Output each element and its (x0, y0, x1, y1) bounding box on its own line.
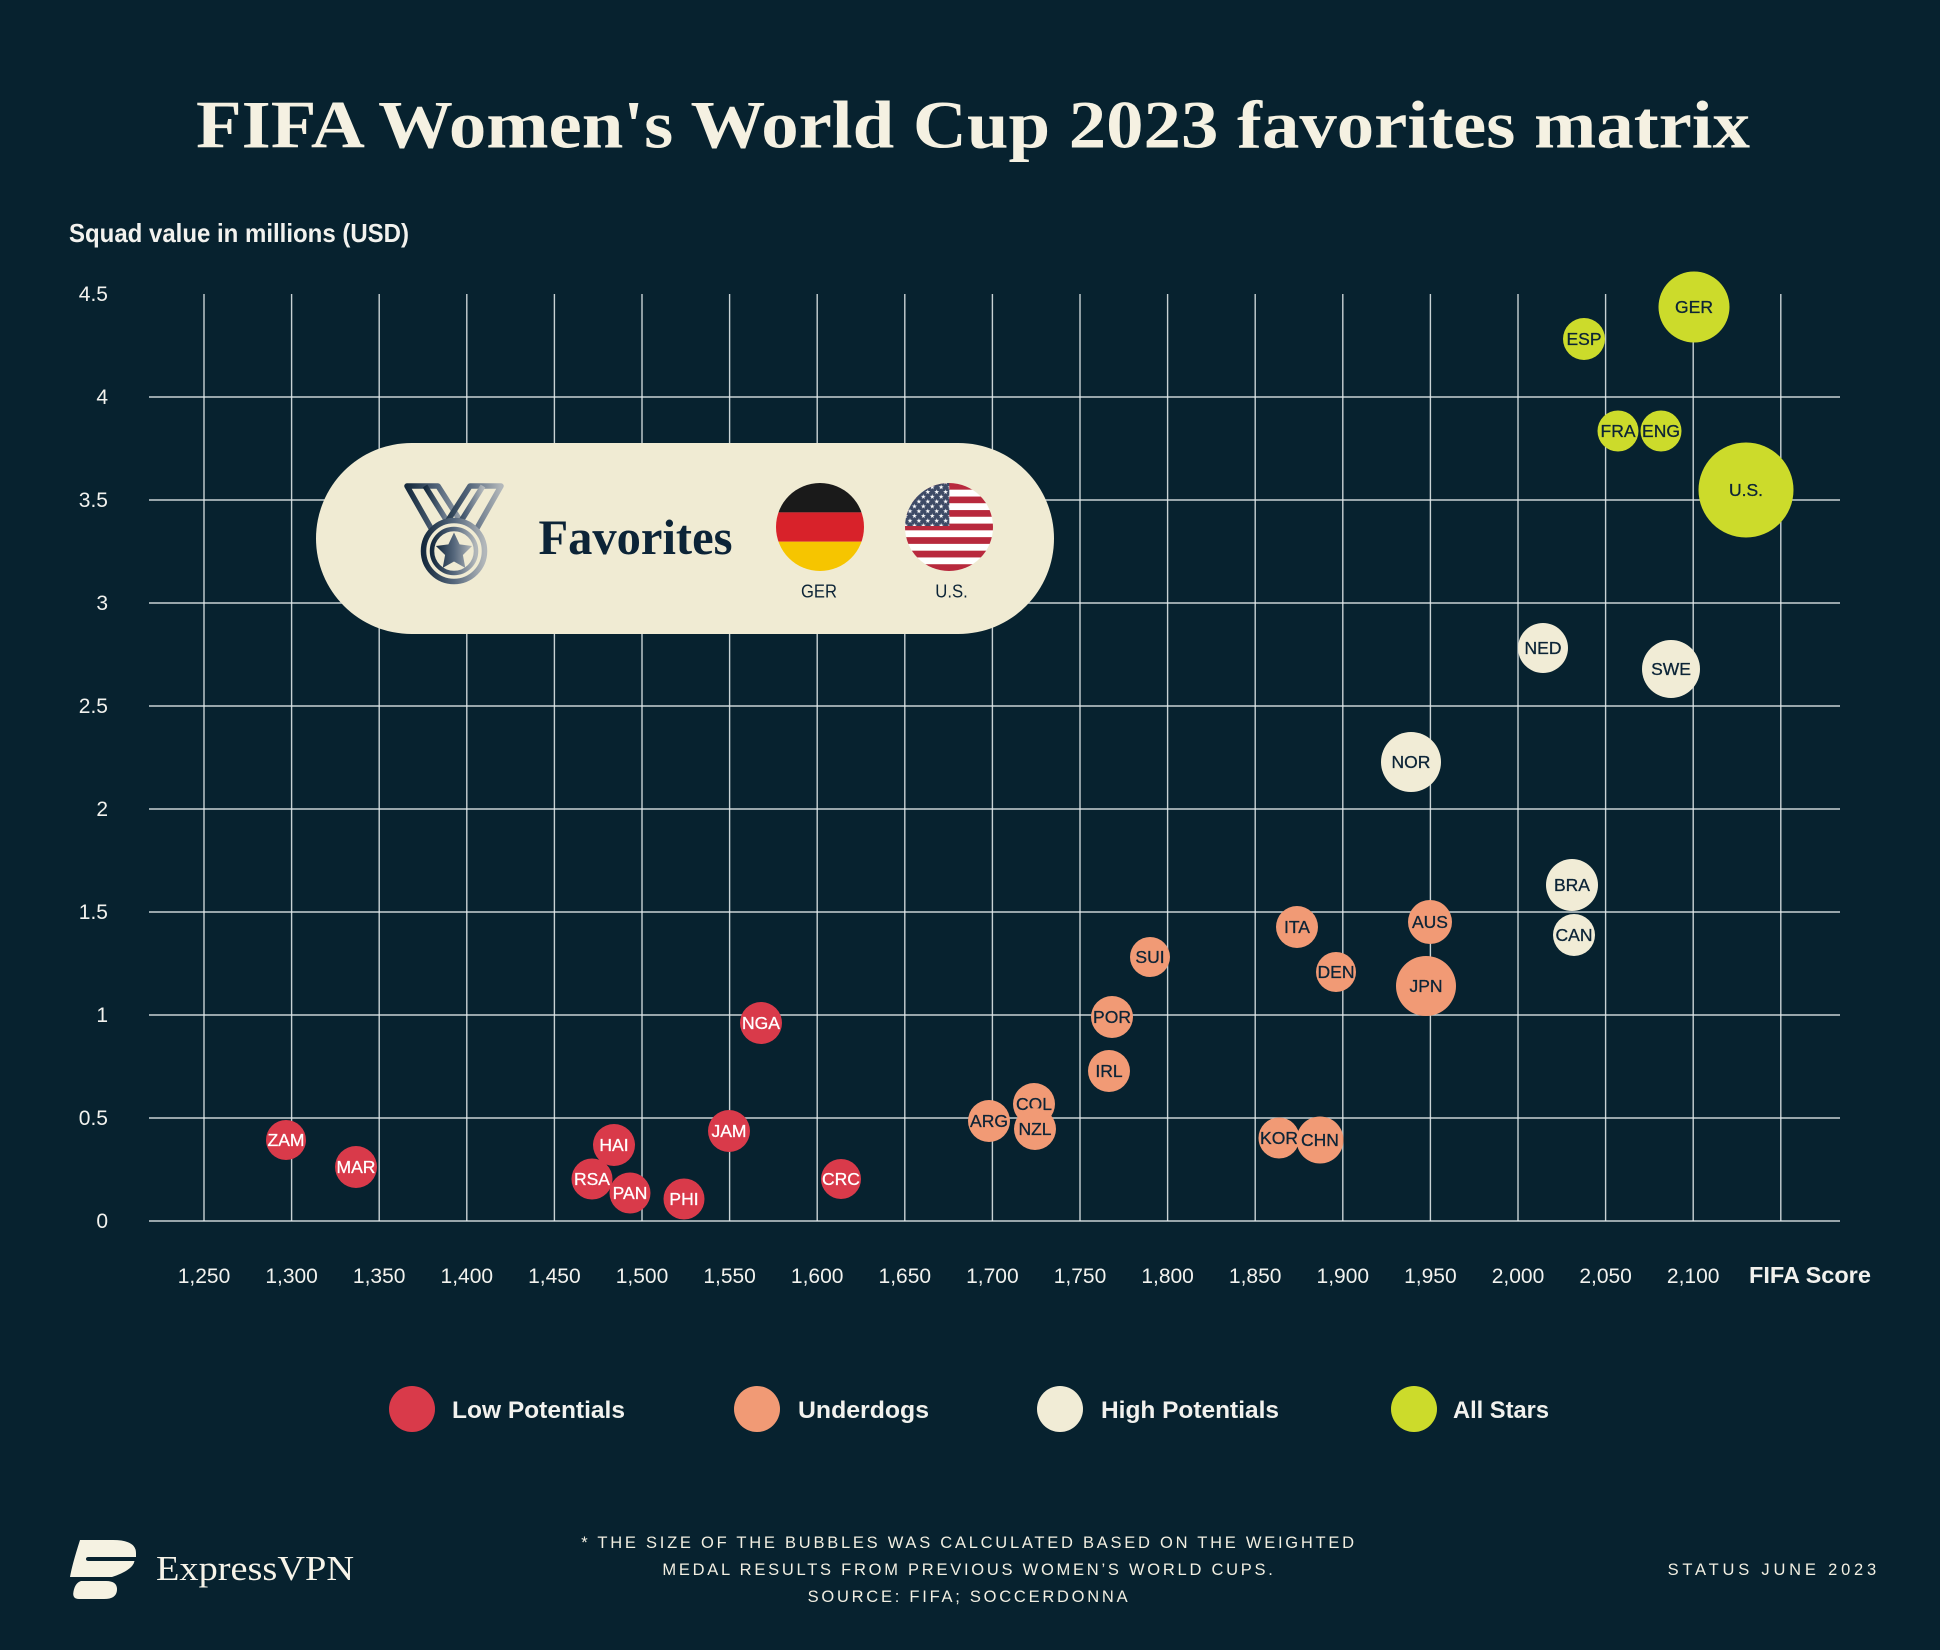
svg-text:3: 3 (96, 592, 108, 615)
svg-text:GER: GER (1675, 297, 1713, 317)
svg-text:JAM: JAM (712, 1121, 747, 1141)
svg-text:ESP: ESP (1566, 329, 1601, 349)
svg-text:ITA: ITA (1284, 917, 1310, 937)
svg-text:Low Potentials: Low Potentials (452, 1397, 625, 1424)
svg-text:KOR: KOR (1260, 1128, 1298, 1148)
svg-text:1,600: 1,600 (791, 1265, 844, 1288)
svg-text:1,400: 1,400 (441, 1265, 494, 1288)
svg-text:ZAM: ZAM (268, 1130, 305, 1150)
svg-text:2.5: 2.5 (79, 695, 108, 718)
svg-text:SUI: SUI (1135, 947, 1164, 967)
svg-text:1: 1 (96, 1004, 108, 1027)
svg-text:High Potentials: High Potentials (1101, 1397, 1279, 1424)
svg-text:0.5: 0.5 (79, 1107, 108, 1130)
svg-text:PHI: PHI (669, 1189, 698, 1209)
svg-text:1,800: 1,800 (1141, 1265, 1194, 1288)
svg-text:ENG: ENG (1642, 421, 1680, 441)
svg-text:NZL: NZL (1018, 1119, 1051, 1139)
svg-text:NED: NED (1525, 638, 1562, 658)
svg-text:1,750: 1,750 (1054, 1265, 1107, 1288)
svg-text:SWE: SWE (1651, 659, 1691, 679)
svg-text:NOR: NOR (1392, 752, 1431, 772)
svg-text:DEN: DEN (1318, 962, 1355, 982)
svg-text:1,450: 1,450 (528, 1265, 581, 1288)
svg-text:Favorites: Favorites (539, 509, 733, 565)
svg-text:1,500: 1,500 (616, 1265, 669, 1288)
svg-text:4.5: 4.5 (79, 283, 108, 306)
svg-text:JPN: JPN (1409, 976, 1442, 996)
svg-text:CHN: CHN (1301, 1130, 1339, 1150)
svg-text:Underdogs: Underdogs (798, 1397, 929, 1424)
svg-text:1,900: 1,900 (1317, 1265, 1370, 1288)
svg-text:U.S.: U.S. (1729, 480, 1763, 500)
svg-text:1,550: 1,550 (703, 1265, 756, 1288)
svg-text:PAN: PAN (613, 1183, 648, 1203)
svg-text:RSA: RSA (574, 1169, 610, 1189)
svg-text:ExpressVPN: ExpressVPN (156, 1549, 354, 1588)
svg-text:FRA: FRA (1601, 421, 1636, 441)
svg-text:NGA: NGA (742, 1013, 780, 1033)
svg-text:* THE SIZE OF THE BUBBLES WAS: * THE SIZE OF THE BUBBLES WAS CALCULATED… (581, 1534, 1357, 1552)
svg-text:AUS: AUS (1412, 912, 1448, 932)
svg-text:1.5: 1.5 (79, 901, 108, 924)
svg-text:1,650: 1,650 (879, 1265, 932, 1288)
svg-text:FIFA Score: FIFA Score (1749, 1262, 1871, 1288)
svg-text:4: 4 (96, 386, 108, 409)
svg-text:FIFA Women's World Cup 2023 fa: FIFA Women's World Cup 2023 favorites ma… (196, 87, 1750, 163)
svg-text:CRC: CRC (822, 1169, 860, 1189)
svg-text:3.5: 3.5 (79, 489, 108, 512)
svg-text:1,300: 1,300 (265, 1265, 318, 1288)
svg-text:2,050: 2,050 (1579, 1265, 1632, 1288)
svg-text:1,700: 1,700 (966, 1265, 1019, 1288)
svg-text:2: 2 (96, 798, 108, 821)
svg-text:2,100: 2,100 (1667, 1265, 1720, 1288)
svg-text:MEDAL RESULTS FROM PREVIOUS WO: MEDAL RESULTS FROM PREVIOUS WOMEN’S WORL… (662, 1561, 1275, 1579)
svg-text:CAN: CAN (1556, 925, 1593, 945)
svg-text:All Stars: All Stars (1453, 1397, 1549, 1424)
svg-text:ARG: ARG (970, 1111, 1008, 1131)
svg-text:MAR: MAR (337, 1157, 376, 1177)
svg-text:GER: GER (801, 581, 837, 602)
svg-text:SOURCE: FIFA; SOCCERDONNA: SOURCE: FIFA; SOCCERDONNA (808, 1588, 1131, 1606)
svg-text:IRL: IRL (1095, 1061, 1123, 1081)
svg-text:1,250: 1,250 (178, 1265, 231, 1288)
svg-text:2,000: 2,000 (1492, 1265, 1545, 1288)
svg-text:1,850: 1,850 (1229, 1265, 1282, 1288)
svg-text:BRA: BRA (1554, 875, 1590, 895)
svg-text:Squad value in millions (USD): Squad value in millions (USD) (69, 218, 409, 248)
svg-text:U.S.: U.S. (935, 581, 968, 602)
svg-text:STATUS JUNE 2023: STATUS JUNE 2023 (1668, 1561, 1880, 1579)
svg-text:HAI: HAI (599, 1135, 628, 1155)
svg-text:1,350: 1,350 (353, 1265, 406, 1288)
svg-text:COL: COL (1016, 1094, 1052, 1114)
svg-text:1,950: 1,950 (1404, 1265, 1457, 1288)
svg-text:0: 0 (96, 1210, 108, 1233)
svg-text:POR: POR (1093, 1007, 1131, 1027)
